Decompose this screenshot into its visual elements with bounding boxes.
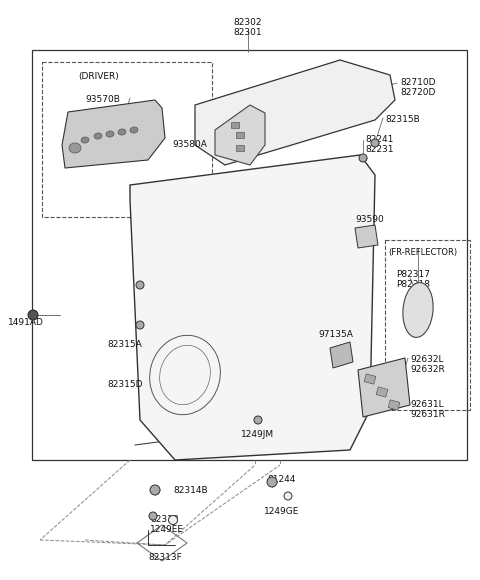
Bar — [236, 132, 244, 138]
Polygon shape — [330, 342, 353, 368]
Bar — [236, 145, 244, 151]
Ellipse shape — [106, 131, 114, 137]
Circle shape — [359, 154, 367, 162]
Text: 93570B: 93570B — [85, 95, 120, 104]
Bar — [376, 387, 388, 397]
Text: 82315A: 82315A — [107, 340, 142, 349]
Ellipse shape — [94, 133, 102, 139]
Text: 82313
1249EE: 82313 1249EE — [150, 515, 184, 534]
Text: (FR-REFLECTOR): (FR-REFLECTOR) — [388, 248, 457, 257]
Ellipse shape — [81, 137, 89, 143]
Text: 1249GE: 1249GE — [264, 507, 300, 516]
Polygon shape — [358, 358, 410, 417]
Text: 81244: 81244 — [268, 475, 296, 484]
Bar — [388, 400, 400, 410]
Text: 82314B: 82314B — [173, 486, 208, 495]
Ellipse shape — [284, 492, 292, 500]
Circle shape — [28, 310, 38, 320]
Ellipse shape — [130, 127, 138, 133]
Circle shape — [136, 281, 144, 289]
Text: 82241
82231: 82241 82231 — [365, 135, 394, 154]
Circle shape — [371, 139, 379, 147]
Ellipse shape — [69, 143, 81, 153]
Text: 1491AD: 1491AD — [8, 318, 44, 327]
Text: 82302
82301: 82302 82301 — [234, 18, 262, 37]
Text: 82313F: 82313F — [148, 553, 182, 562]
Ellipse shape — [168, 516, 178, 524]
Circle shape — [267, 477, 277, 487]
Text: 93580A: 93580A — [172, 140, 207, 149]
Circle shape — [150, 485, 160, 495]
Polygon shape — [130, 155, 375, 460]
Ellipse shape — [403, 282, 433, 338]
Text: 1249JM: 1249JM — [241, 430, 275, 439]
Text: (DRIVER): (DRIVER) — [78, 72, 119, 81]
Circle shape — [149, 512, 157, 520]
Bar — [231, 122, 239, 128]
Circle shape — [254, 416, 262, 424]
Text: 82315D: 82315D — [107, 380, 143, 389]
Text: 82710D
82720D: 82710D 82720D — [400, 78, 435, 97]
Text: 92631L
92631R: 92631L 92631R — [410, 400, 445, 419]
Text: 82315B: 82315B — [385, 115, 420, 124]
Text: P82317
P82318: P82317 P82318 — [396, 270, 430, 289]
Text: 92632L
92632R: 92632L 92632R — [410, 355, 445, 375]
Polygon shape — [62, 100, 165, 168]
Text: 93590: 93590 — [355, 215, 384, 224]
Polygon shape — [215, 105, 265, 165]
Ellipse shape — [118, 129, 126, 135]
Circle shape — [136, 321, 144, 329]
Polygon shape — [195, 60, 395, 165]
Polygon shape — [355, 225, 378, 248]
Bar — [364, 374, 376, 384]
Text: 97135A: 97135A — [318, 330, 353, 339]
